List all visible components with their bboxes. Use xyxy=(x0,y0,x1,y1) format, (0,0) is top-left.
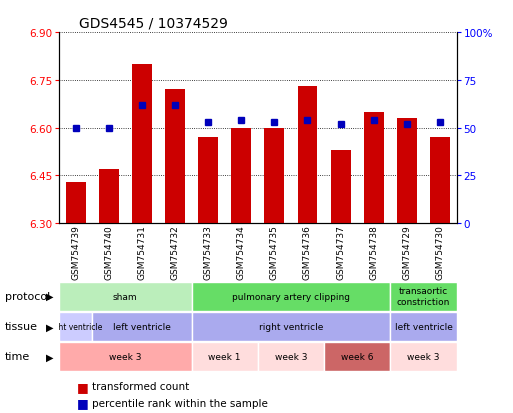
Text: tissue: tissue xyxy=(5,321,38,332)
Text: pulmonary artery clipping: pulmonary artery clipping xyxy=(232,292,350,301)
Bar xyxy=(298,87,318,223)
Bar xyxy=(132,65,152,223)
Text: transaortic
constriction: transaortic constriction xyxy=(397,287,450,306)
Bar xyxy=(59,282,191,311)
Bar xyxy=(92,312,191,341)
Bar xyxy=(59,312,92,341)
Bar xyxy=(198,138,218,223)
Text: percentile rank within the sample: percentile rank within the sample xyxy=(92,398,268,408)
Text: transformed count: transformed count xyxy=(92,381,190,391)
Bar xyxy=(191,312,390,341)
Bar xyxy=(324,342,390,371)
Text: ■: ■ xyxy=(77,396,89,409)
Bar xyxy=(98,169,119,223)
Bar xyxy=(397,119,417,223)
Text: week 1: week 1 xyxy=(208,352,241,361)
Text: week 3: week 3 xyxy=(407,352,440,361)
Bar xyxy=(430,138,450,223)
Bar xyxy=(165,90,185,223)
Bar xyxy=(364,112,384,223)
Text: right ventricle: right ventricle xyxy=(259,322,323,331)
Bar xyxy=(390,312,457,341)
Bar xyxy=(66,182,86,223)
Text: week 3: week 3 xyxy=(109,352,142,361)
Text: ■: ■ xyxy=(77,380,89,393)
Text: GDS4545 / 10374529: GDS4545 / 10374529 xyxy=(79,17,228,31)
Bar xyxy=(231,128,251,223)
Bar xyxy=(191,342,258,371)
Bar xyxy=(390,342,457,371)
Text: right ventricle: right ventricle xyxy=(48,322,103,331)
Bar xyxy=(390,282,457,311)
Bar xyxy=(258,342,324,371)
Text: sham: sham xyxy=(113,292,137,301)
Bar xyxy=(264,128,284,223)
Text: week 6: week 6 xyxy=(341,352,373,361)
Text: ▶: ▶ xyxy=(46,351,53,362)
Text: time: time xyxy=(5,351,30,362)
Bar xyxy=(331,150,350,223)
Text: protocol: protocol xyxy=(5,291,50,301)
Text: ▶: ▶ xyxy=(46,291,53,301)
Text: left ventricle: left ventricle xyxy=(113,322,171,331)
Bar xyxy=(191,282,390,311)
Text: left ventricle: left ventricle xyxy=(394,322,452,331)
Text: week 3: week 3 xyxy=(274,352,307,361)
Text: ▶: ▶ xyxy=(46,321,53,332)
Bar xyxy=(59,342,191,371)
